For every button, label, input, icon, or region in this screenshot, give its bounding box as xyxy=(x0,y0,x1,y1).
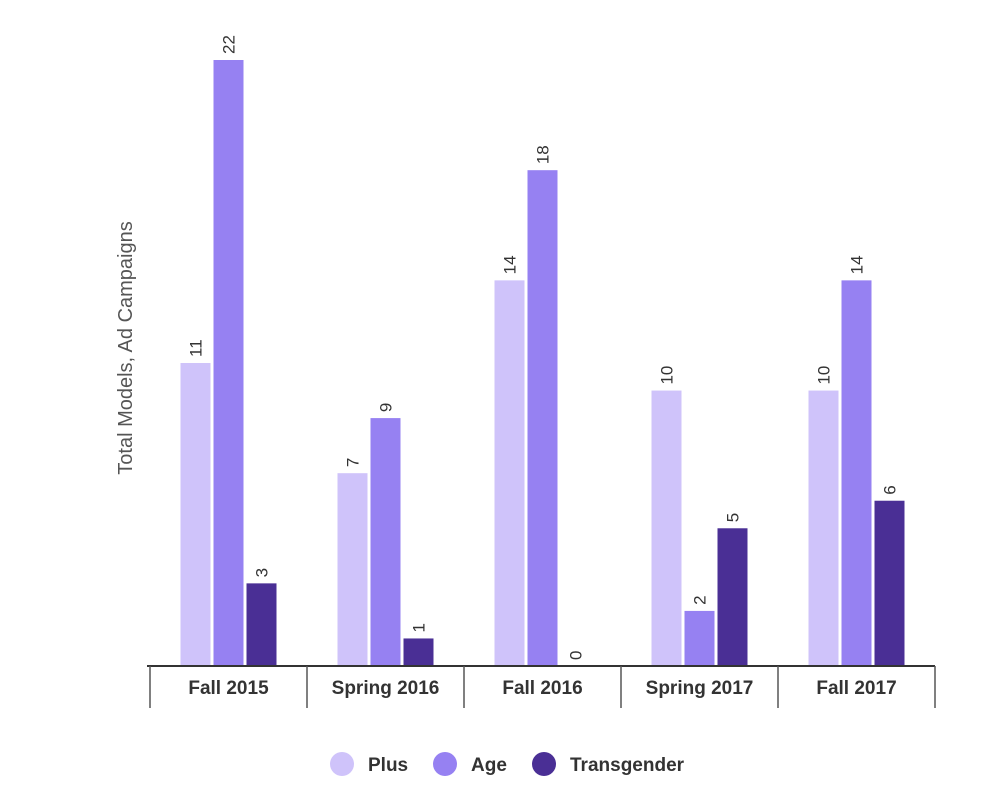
data-label-spring-2017-age: 2 xyxy=(691,595,710,604)
bar-fall-2015-plus xyxy=(180,363,211,666)
x-tick-label-spring-2017: Spring 2017 xyxy=(646,678,754,699)
x-tick-label-fall-2016: Fall 2016 xyxy=(502,678,582,699)
data-label-spring-2017-plus: 10 xyxy=(658,366,677,385)
data-label-fall-2016-transgender: 0 xyxy=(567,651,586,660)
x-tick-label-fall-2015: Fall 2015 xyxy=(188,678,269,699)
x-tick-label-spring-2016: Spring 2016 xyxy=(332,678,440,699)
data-label-spring-2017-transgender: 5 xyxy=(724,513,743,522)
bar-spring-2016-plus xyxy=(337,473,368,666)
data-label-fall-2017-age: 14 xyxy=(848,255,867,274)
data-label-fall-2017-plus: 10 xyxy=(815,366,834,385)
legend-swatch-transgender xyxy=(532,752,556,776)
bar-spring-2016-transgender xyxy=(403,638,434,666)
legend-swatch-plus xyxy=(330,752,354,776)
bar-fall-2016-plus xyxy=(494,280,525,666)
bar-fall-2015-age xyxy=(213,60,244,666)
legend-label-age: Age xyxy=(471,755,507,776)
legend-label-plus: Plus xyxy=(368,755,408,776)
data-label-fall-2015-age: 22 xyxy=(220,35,239,54)
data-label-fall-2016-plus: 14 xyxy=(501,255,520,274)
bar-spring-2017-age xyxy=(684,610,715,666)
legend-label-transgender: Transgender xyxy=(570,755,685,776)
bar-fall-2017-transgender xyxy=(874,500,905,666)
bar-spring-2017-transgender xyxy=(717,528,748,666)
x-tick-label-fall-2017: Fall 2017 xyxy=(816,678,896,699)
bar-fall-2017-plus xyxy=(808,390,839,666)
data-label-spring-2016-age: 9 xyxy=(377,403,396,412)
bar-fall-2015-transgender xyxy=(246,583,277,666)
bars-group: 11 22 3 7 9 1 14 18 0 10 2 5 10 14 6 xyxy=(180,35,905,666)
legend-swatch-age xyxy=(433,752,457,776)
data-label-spring-2016-transgender: 1 xyxy=(410,623,429,632)
data-label-fall-2016-age: 18 xyxy=(534,145,553,164)
bar-spring-2017-plus xyxy=(651,390,682,666)
y-axis-label: Total Models, Ad Campaigns xyxy=(115,221,137,474)
bar-spring-2016-age xyxy=(370,418,401,666)
data-label-fall-2015-plus: 11 xyxy=(187,339,206,357)
data-label-spring-2016-plus: 7 xyxy=(344,458,363,467)
x-axis: Fall 2015 Spring 2016 Fall 2016 Spring 2017… xyxy=(147,665,936,708)
bar-fall-2016-age xyxy=(527,170,558,666)
data-label-fall-2017-transgender: 6 xyxy=(881,485,900,494)
data-label-fall-2015-transgender: 3 xyxy=(253,568,272,577)
legend: Plus Age Transgender xyxy=(330,752,685,776)
bar-fall-2017-age xyxy=(841,280,872,666)
